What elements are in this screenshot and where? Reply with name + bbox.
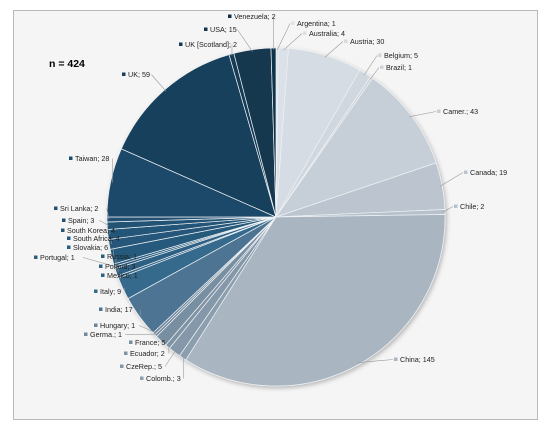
- legend-marker: [69, 156, 73, 160]
- legend-marker: [129, 340, 133, 344]
- pie-slice: [275, 77, 437, 218]
- legend-marker: [204, 27, 208, 31]
- legend-marker: [101, 273, 105, 277]
- legend-marker: [437, 109, 441, 113]
- slice-label: Russia; 1: [107, 252, 137, 261]
- legend-marker: [291, 21, 295, 25]
- slice-label: Italy; 9: [100, 287, 121, 296]
- slice-label: South Korea; 4: [67, 226, 115, 235]
- legend-marker: [380, 65, 384, 69]
- legend-marker: [303, 31, 307, 35]
- legend-marker: [99, 307, 103, 311]
- legend-marker: [394, 357, 398, 361]
- slice-label: Australia; 4: [309, 29, 345, 38]
- slice-label: Venezuela; 2: [234, 12, 276, 21]
- leader-line: [370, 67, 380, 80]
- leader-line: [357, 359, 394, 363]
- slice-label: Canada; 19: [470, 168, 507, 177]
- legend-marker: [54, 206, 58, 210]
- legend-marker: [61, 228, 65, 232]
- legend-marker: [179, 42, 183, 46]
- slice-label: India; 17: [105, 305, 133, 314]
- legend-marker: [122, 72, 126, 76]
- chart-frame: n = 424 Argentina; 1 Australia; 4 Austria;…: [13, 10, 538, 420]
- slice-label: Colomb.; 3: [146, 374, 181, 383]
- slice-label: Spain; 3: [68, 216, 94, 225]
- slice-label: Belgium; 5: [384, 51, 418, 60]
- legend-marker: [94, 289, 98, 293]
- slice-label: UK [Scotland]; 2: [185, 40, 237, 49]
- leader-line: [363, 55, 378, 76]
- slice-label: Ecuador; 2: [130, 349, 165, 358]
- legend-marker: [67, 245, 71, 249]
- legend-marker: [99, 264, 103, 268]
- slice-label: CzeRep.; 5: [126, 362, 162, 371]
- legend-marker: [84, 332, 88, 336]
- slice-label: USA; 15: [210, 25, 237, 34]
- legend-marker: [378, 53, 382, 57]
- leader-line: [138, 325, 156, 333]
- leader-line: [82, 257, 117, 268]
- slice-label: South Africa; 4: [73, 234, 120, 243]
- legend-marker: [120, 364, 124, 368]
- leader-line: [237, 29, 253, 52]
- slice-label: Camer.; 43: [443, 107, 478, 116]
- chart-title: n = 424: [49, 58, 85, 70]
- legend-marker: [228, 14, 232, 18]
- slice-label: Chile; 2: [460, 202, 484, 211]
- slice-label: Sri Lanka; 2: [60, 204, 98, 213]
- legend-marker: [101, 254, 105, 258]
- leader-line: [139, 309, 142, 316]
- slice-label: Slovakia; 6: [73, 243, 108, 252]
- slice-label: China; 145: [400, 355, 435, 364]
- slice-label: Austria; 30: [350, 37, 384, 46]
- slice-label: Mexico; 1: [107, 271, 138, 280]
- leader-line: [106, 208, 110, 220]
- legend-marker: [344, 39, 348, 43]
- slice-label: Taiwan; 28: [75, 154, 109, 163]
- leader-line: [442, 206, 454, 213]
- leader-line: [283, 33, 303, 51]
- legend-marker: [94, 323, 98, 327]
- leader-line: [324, 41, 344, 58]
- legend-marker: [454, 204, 458, 208]
- slice-label: Hungary; 1: [100, 321, 135, 330]
- legend-marker: [34, 255, 38, 259]
- leader-line: [439, 172, 464, 187]
- leader-line: [276, 23, 291, 51]
- leader-line: [164, 350, 176, 367]
- leader-line: [99, 220, 110, 226]
- slice-label: Brazil; 1: [386, 63, 412, 72]
- legend-marker: [67, 236, 71, 240]
- slice-label: Portugal; 1: [40, 253, 75, 262]
- slice-label: France; 5: [135, 338, 165, 347]
- slice-label: Argentina; 1: [297, 19, 336, 28]
- legend-marker: [124, 351, 128, 355]
- slice-label: Poland; 3: [105, 262, 135, 271]
- legend-marker: [464, 170, 468, 174]
- legend-marker: [62, 218, 66, 222]
- slice-label: UK; 59: [128, 70, 150, 79]
- legend-marker: [140, 376, 144, 380]
- slice-label: Germa.; 1: [90, 330, 122, 339]
- leader-line: [151, 74, 167, 92]
- leader-line: [409, 111, 437, 117]
